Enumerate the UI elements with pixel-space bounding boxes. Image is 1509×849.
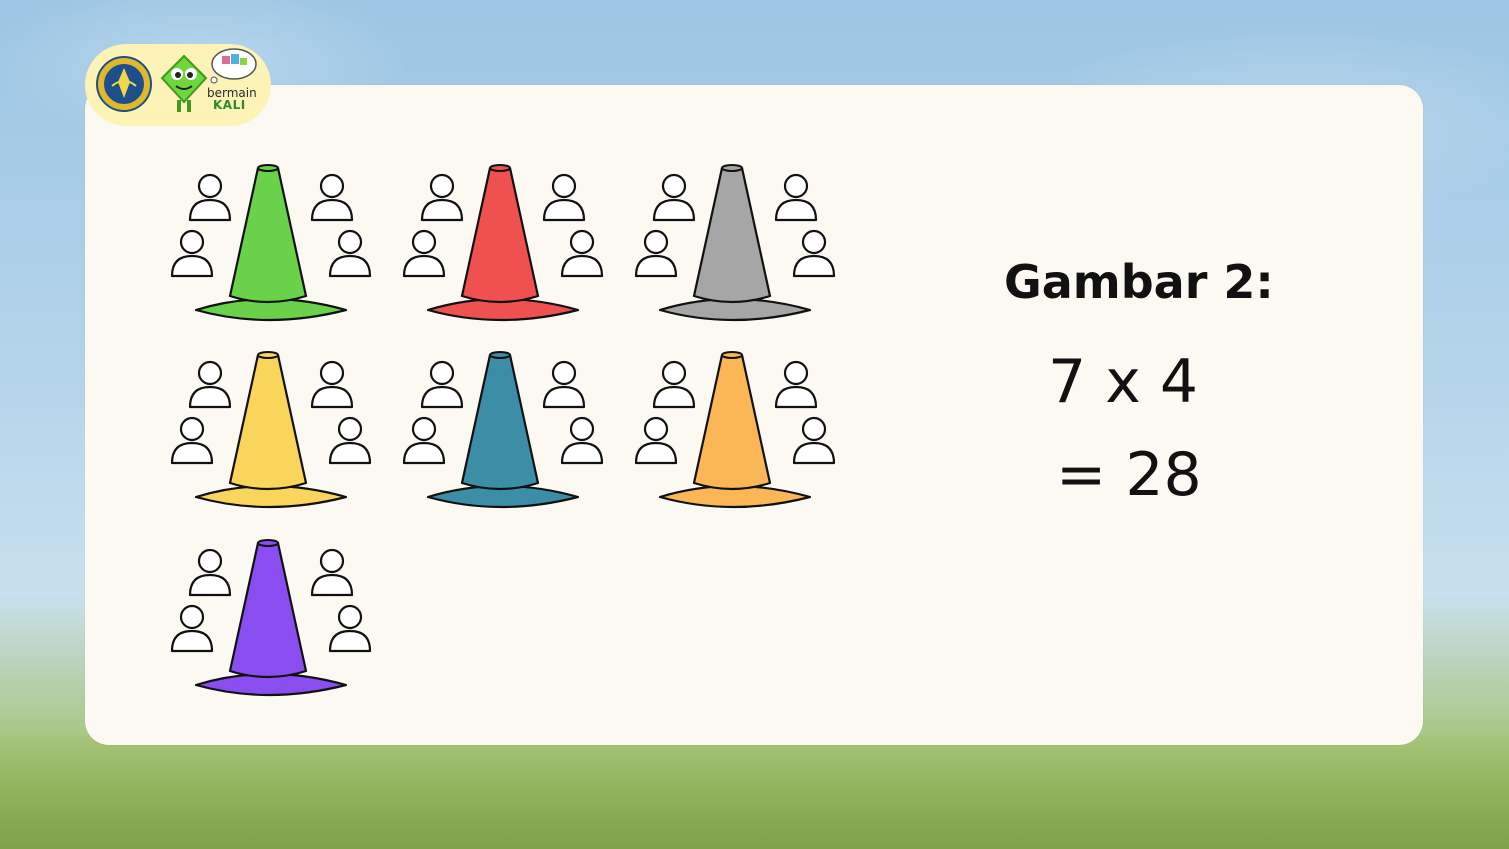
person-icon xyxy=(188,548,232,597)
traffic-cone-icon xyxy=(194,351,348,509)
person-icon xyxy=(652,360,696,409)
thought-bubble-icon xyxy=(210,48,257,84)
person-icon xyxy=(402,229,446,278)
person-icon xyxy=(420,360,464,409)
person-icon xyxy=(560,416,604,465)
person-icon xyxy=(170,604,214,653)
person-icon xyxy=(328,229,372,278)
person-icon xyxy=(328,416,372,465)
person-icon xyxy=(402,416,446,465)
person-icon xyxy=(634,229,678,278)
person-icon xyxy=(170,229,214,278)
person-icon xyxy=(328,604,372,653)
cone-group xyxy=(402,164,604,322)
person-icon xyxy=(310,360,354,409)
multiplication-result: = 28 xyxy=(1056,440,1202,510)
traffic-cone-icon xyxy=(658,164,812,322)
traffic-cone-icon xyxy=(426,351,580,509)
person-icon xyxy=(792,229,836,278)
cone-group xyxy=(170,164,372,322)
cone-group xyxy=(170,351,372,509)
person-icon xyxy=(542,173,586,222)
figure-title: Gambar 2: xyxy=(1004,255,1274,309)
multiplication-expression: 7 x 4 xyxy=(1048,347,1198,417)
cone-group xyxy=(170,539,372,697)
person-icon xyxy=(170,416,214,465)
person-icon xyxy=(774,360,818,409)
person-icon xyxy=(188,173,232,222)
cone-group xyxy=(634,351,836,509)
person-icon xyxy=(634,416,678,465)
person-icon xyxy=(652,173,696,222)
mascot-icon xyxy=(160,54,208,112)
person-icon xyxy=(188,360,232,409)
person-icon xyxy=(310,548,354,597)
traffic-cone-icon xyxy=(194,539,348,697)
grass-background xyxy=(0,735,1509,849)
traffic-cone-icon xyxy=(426,164,580,322)
person-icon xyxy=(774,173,818,222)
brand-text-bottom: KALI xyxy=(213,98,246,112)
kemendikbud-seal-icon xyxy=(96,56,152,112)
person-icon xyxy=(542,360,586,409)
person-icon xyxy=(420,173,464,222)
person-icon xyxy=(792,416,836,465)
cone-group xyxy=(402,351,604,509)
traffic-cone-icon xyxy=(194,164,348,322)
brand-text-top: bermain xyxy=(207,86,257,100)
traffic-cone-icon xyxy=(658,351,812,509)
person-icon xyxy=(560,229,604,278)
person-icon xyxy=(310,173,354,222)
cone-group xyxy=(634,164,836,322)
